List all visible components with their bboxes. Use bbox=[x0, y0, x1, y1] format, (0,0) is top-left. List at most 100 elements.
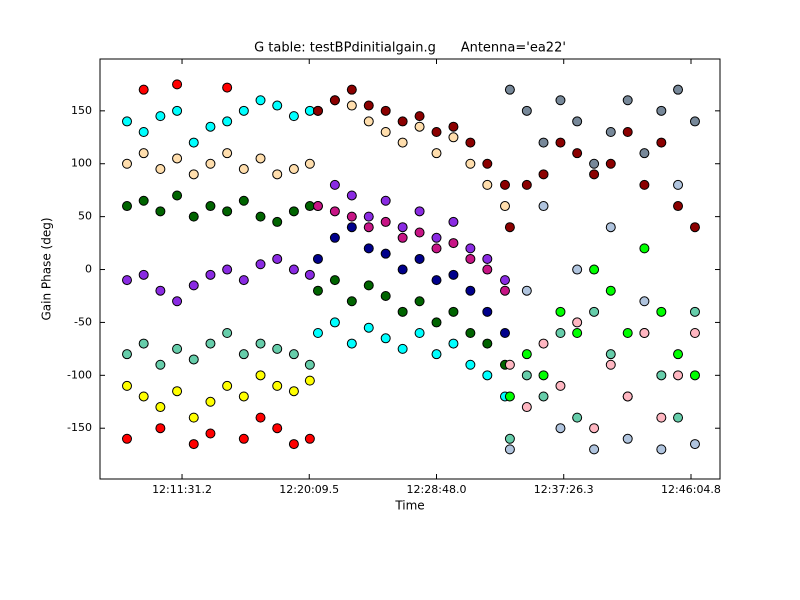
data-point bbox=[448, 306, 459, 317]
data-point bbox=[188, 412, 199, 423]
data-point bbox=[121, 433, 132, 444]
data-point bbox=[304, 375, 315, 386]
data-point bbox=[448, 216, 459, 227]
data-point bbox=[288, 206, 299, 217]
data-point bbox=[346, 338, 357, 349]
data-point bbox=[346, 296, 357, 307]
data-point bbox=[272, 423, 283, 434]
data-point bbox=[222, 380, 233, 391]
data-point bbox=[521, 349, 532, 360]
data-point bbox=[572, 148, 583, 159]
data-point bbox=[255, 338, 266, 349]
data-point bbox=[414, 111, 425, 122]
data-point bbox=[605, 349, 616, 360]
data-point bbox=[255, 211, 266, 222]
data-point bbox=[222, 116, 233, 127]
data-point bbox=[689, 370, 700, 381]
data-point bbox=[288, 264, 299, 275]
data-point bbox=[448, 269, 459, 280]
data-point bbox=[673, 84, 684, 95]
data-point bbox=[238, 164, 249, 175]
data-point bbox=[673, 370, 684, 381]
data-point bbox=[238, 195, 249, 206]
data-point bbox=[329, 317, 340, 328]
data-point bbox=[431, 275, 442, 286]
data-point bbox=[272, 380, 283, 391]
data-point bbox=[272, 343, 283, 354]
data-point bbox=[538, 169, 549, 180]
data-point bbox=[538, 370, 549, 381]
y-tick-label: 0 bbox=[85, 263, 92, 276]
data-point bbox=[397, 137, 408, 148]
x-tick-label: 12:11:31.2 bbox=[152, 483, 212, 496]
data-point bbox=[504, 84, 515, 95]
data-point bbox=[656, 105, 667, 116]
data-point bbox=[138, 338, 149, 349]
data-point bbox=[622, 328, 633, 339]
data-point bbox=[465, 328, 476, 339]
data-point bbox=[238, 391, 249, 402]
data-point bbox=[504, 391, 515, 402]
data-point bbox=[673, 201, 684, 212]
y-tick-label: -150 bbox=[67, 421, 92, 434]
data-point bbox=[673, 412, 684, 423]
x-tick-label: 12:46:04.8 bbox=[661, 483, 721, 496]
data-point bbox=[397, 264, 408, 275]
data-point bbox=[205, 338, 216, 349]
data-point bbox=[639, 243, 650, 254]
data-point bbox=[414, 296, 425, 307]
data-point bbox=[414, 253, 425, 264]
data-point bbox=[448, 338, 459, 349]
data-point bbox=[288, 349, 299, 360]
data-point bbox=[521, 105, 532, 116]
data-point bbox=[499, 179, 510, 190]
data-point bbox=[188, 280, 199, 291]
data-point bbox=[312, 105, 323, 116]
data-point bbox=[555, 137, 566, 148]
data-point bbox=[363, 211, 374, 222]
data-point bbox=[555, 328, 566, 339]
data-point bbox=[238, 105, 249, 116]
data-point bbox=[605, 158, 616, 169]
data-point bbox=[155, 206, 166, 217]
data-point bbox=[555, 306, 566, 317]
data-point bbox=[288, 111, 299, 122]
data-point bbox=[155, 285, 166, 296]
data-point bbox=[272, 216, 283, 227]
data-point bbox=[639, 296, 650, 307]
data-point bbox=[222, 264, 233, 275]
data-point bbox=[448, 238, 459, 249]
data-point bbox=[431, 232, 442, 243]
data-point bbox=[689, 328, 700, 339]
data-point bbox=[482, 306, 493, 317]
data-point bbox=[304, 269, 315, 280]
data-point bbox=[138, 148, 149, 159]
data-point bbox=[589, 264, 600, 275]
data-point bbox=[482, 370, 493, 381]
data-point bbox=[656, 412, 667, 423]
data-point bbox=[414, 328, 425, 339]
data-point bbox=[504, 222, 515, 233]
data-point bbox=[431, 243, 442, 254]
data-point bbox=[329, 206, 340, 217]
data-point bbox=[499, 275, 510, 286]
data-point bbox=[521, 402, 532, 413]
data-point bbox=[172, 105, 183, 116]
data-point bbox=[222, 328, 233, 339]
data-point bbox=[589, 158, 600, 169]
plot-frame bbox=[99, 58, 721, 480]
data-point bbox=[363, 280, 374, 291]
data-point bbox=[238, 433, 249, 444]
x-axis-label: Time bbox=[394, 499, 424, 513]
data-point bbox=[521, 285, 532, 296]
data-point bbox=[639, 179, 650, 190]
data-point bbox=[312, 253, 323, 264]
data-point bbox=[304, 158, 315, 169]
data-point bbox=[172, 79, 183, 90]
data-point bbox=[205, 201, 216, 212]
data-point bbox=[465, 243, 476, 254]
data-point bbox=[380, 105, 391, 116]
data-point bbox=[255, 153, 266, 164]
data-point bbox=[414, 227, 425, 238]
